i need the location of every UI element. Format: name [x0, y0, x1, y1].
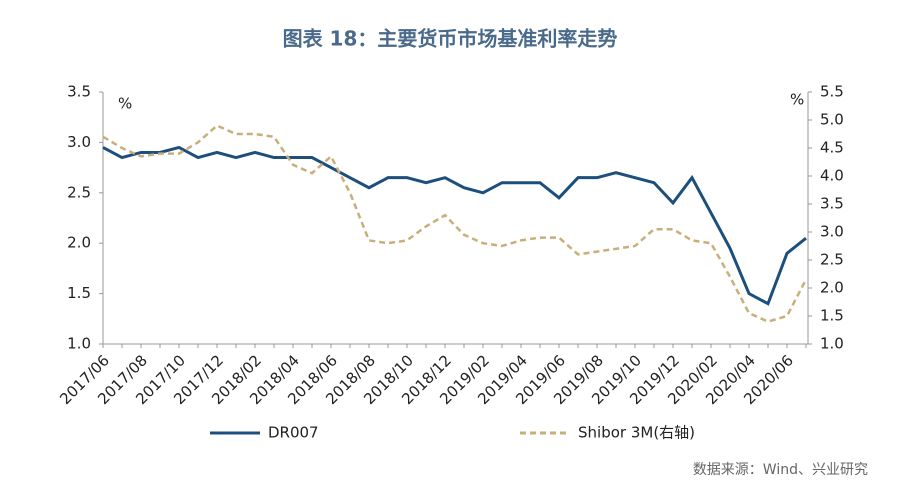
y-tick-label: 3.0: [67, 133, 91, 151]
legend-label: DR007: [268, 424, 319, 442]
y-tick-label: 1.5: [67, 284, 91, 302]
legend-label: Shibor 3M(右轴): [578, 424, 695, 442]
y-tick-label: 3.5: [67, 83, 91, 101]
y2-tick-label: 5.0: [820, 111, 844, 129]
y2-tick-label: 1.5: [820, 307, 844, 325]
y2-tick-label: 2.5: [820, 251, 844, 269]
y2-unit: %: [790, 91, 804, 109]
y-tick-label: 2.5: [67, 183, 91, 201]
series-line: [102, 145, 807, 306]
y-tick-label: 2.0: [67, 234, 91, 252]
series-line: [102, 124, 808, 323]
y2-tick-label: 4.0: [820, 167, 844, 185]
y2-tick-label: 1.0: [820, 335, 844, 353]
y-unit: %: [118, 95, 132, 113]
y-tick-label: 1.0: [67, 335, 91, 353]
y2-tick-label: 5.5: [820, 83, 844, 101]
source: 数据来源：Wind、兴业研究: [693, 462, 868, 478]
y2-tick-label: 3.5: [820, 195, 844, 213]
chart-title: 图表 18：主要货币市场基准利率走势: [283, 27, 618, 51]
y2-tick-label: 2.0: [820, 279, 844, 297]
y2-tick-label: 4.5: [820, 139, 844, 157]
y2-tick-label: 3.0: [820, 223, 844, 241]
